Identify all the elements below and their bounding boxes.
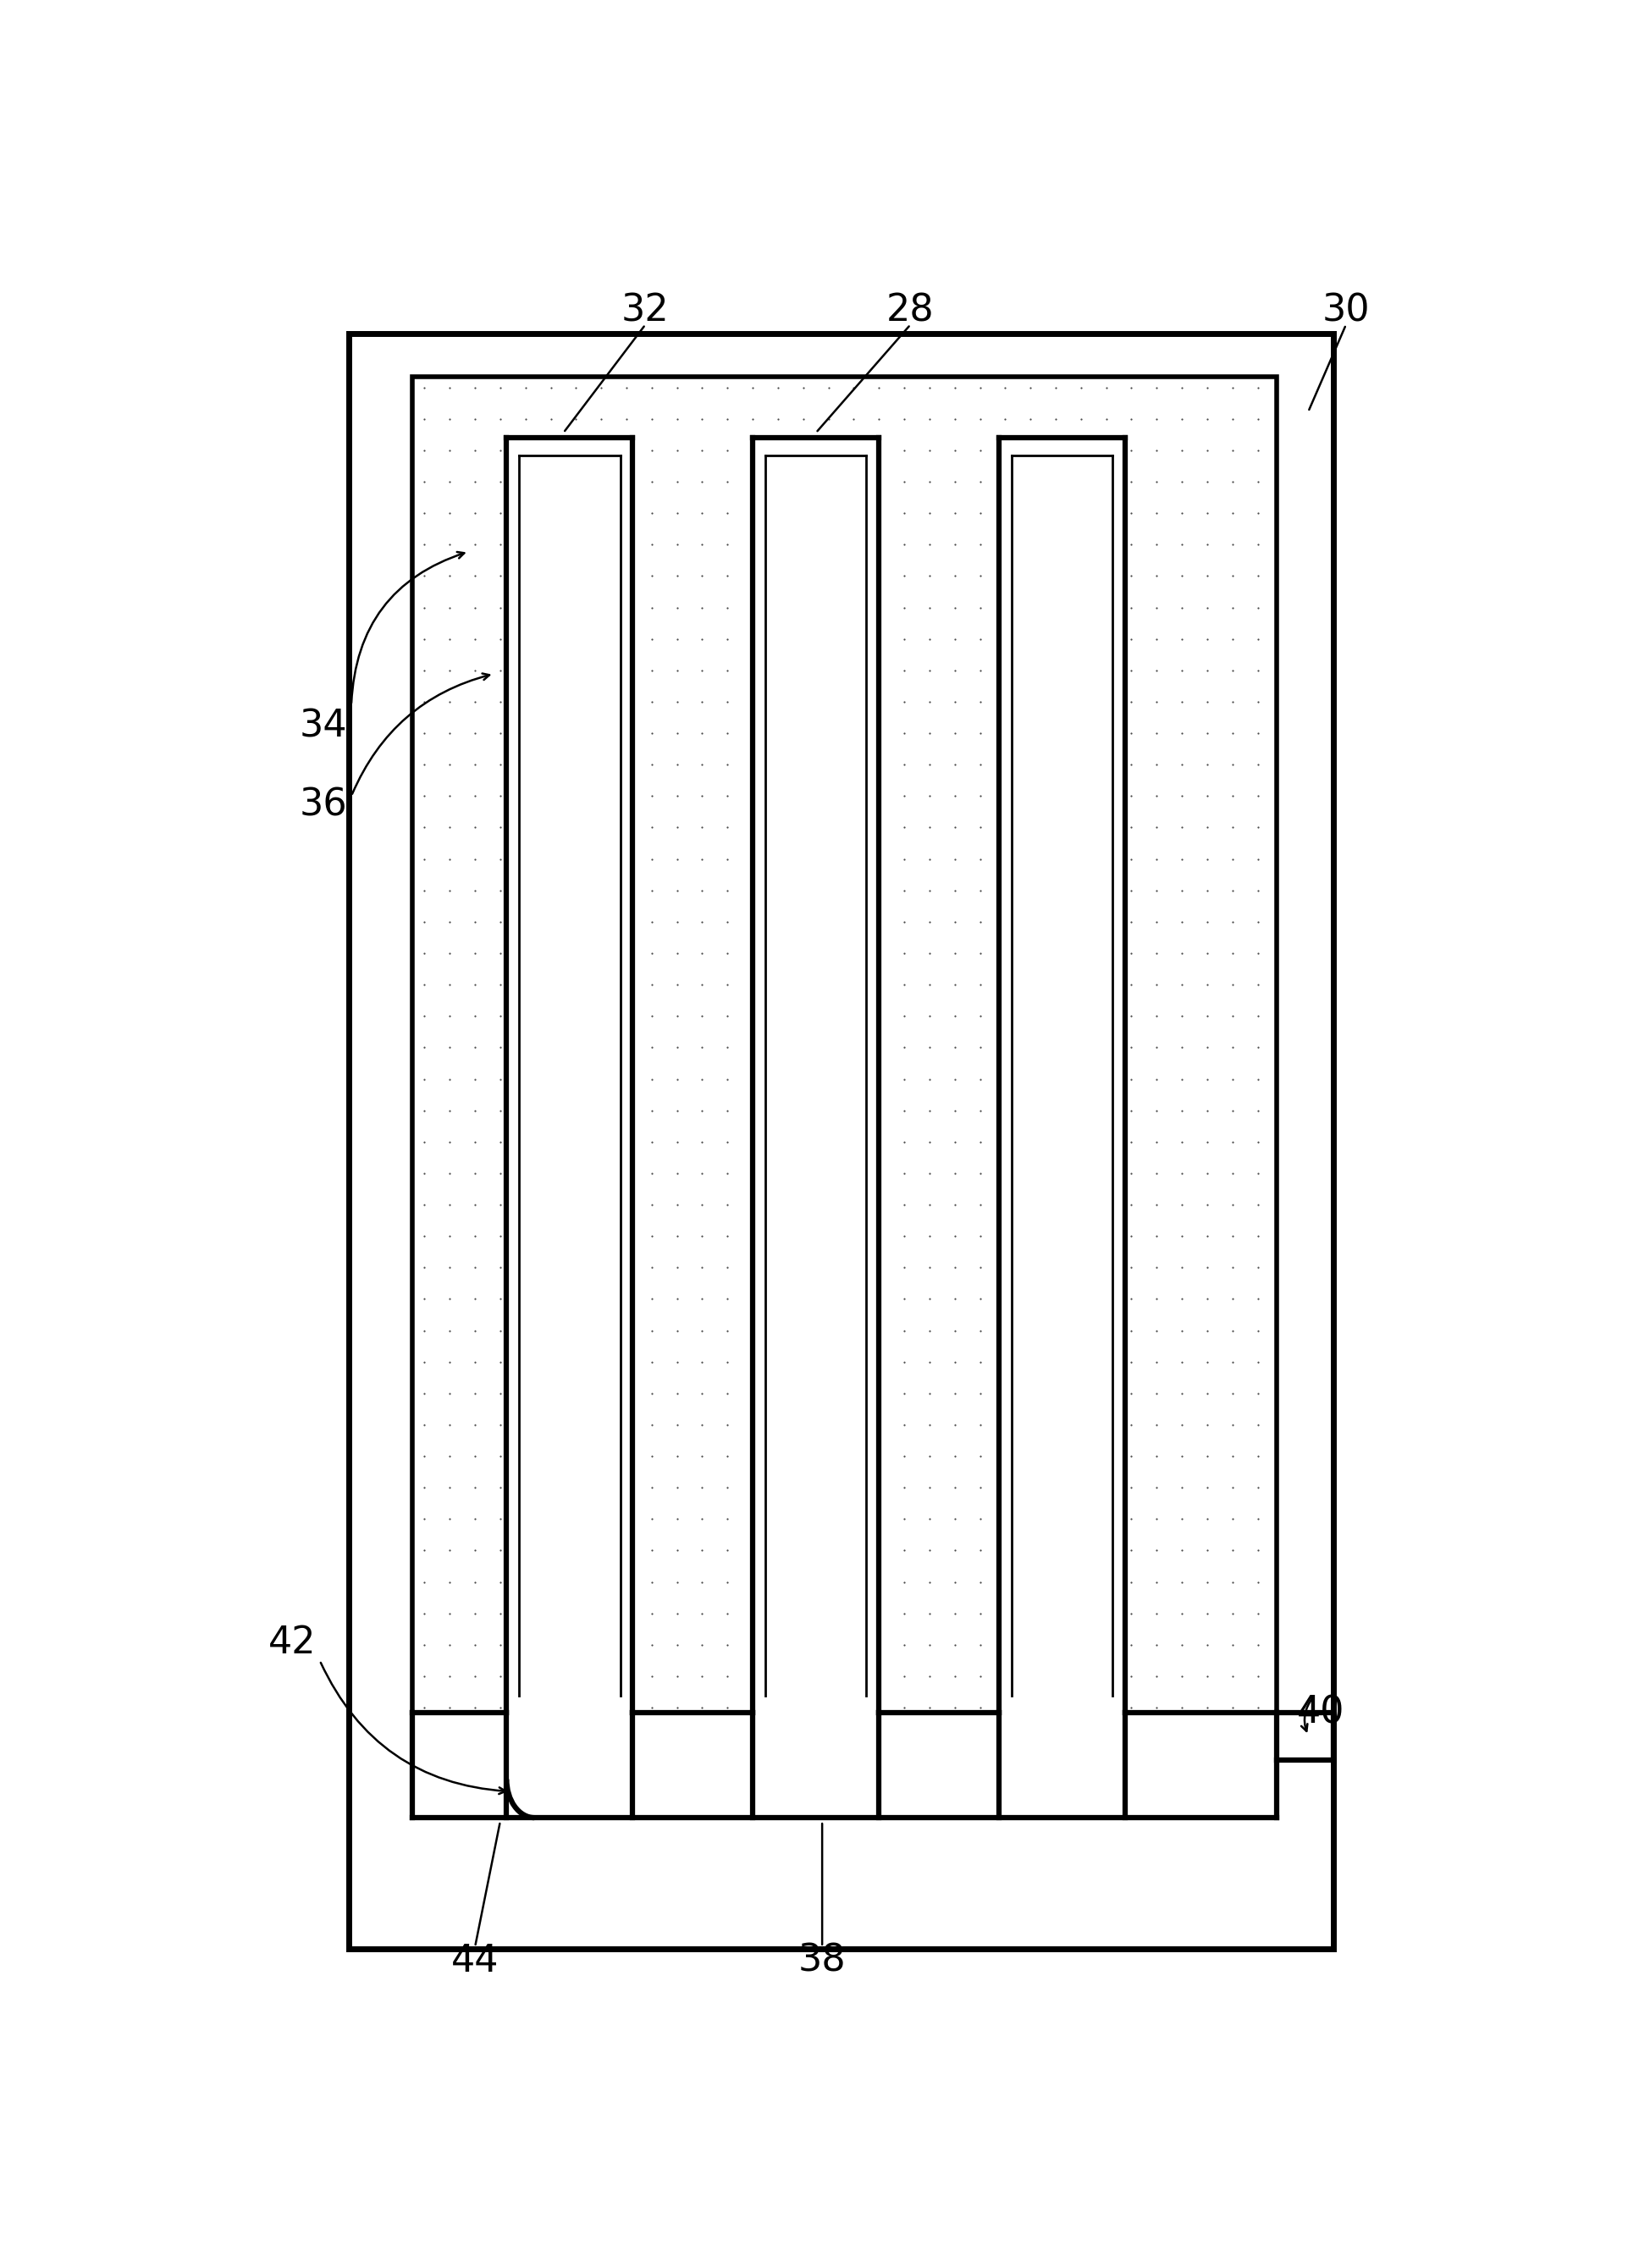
Text: 28: 28	[886, 293, 934, 329]
FancyArrowPatch shape	[321, 1662, 505, 1794]
Text: 42: 42	[269, 1624, 316, 1660]
Bar	[412, 1712, 1276, 1817]
FancyArrowPatch shape	[352, 674, 488, 794]
Text: 30: 30	[1322, 293, 1369, 329]
Bar	[412, 376, 1276, 1817]
Text: 44: 44	[451, 1944, 498, 1980]
FancyArrowPatch shape	[1301, 1696, 1312, 1730]
Text: 38: 38	[798, 1944, 845, 1980]
Bar	[506, 438, 632, 1712]
Bar	[348, 333, 1333, 1948]
Text: 40: 40	[1296, 1694, 1345, 1730]
Bar	[998, 438, 1125, 1712]
Bar	[412, 376, 1276, 1817]
FancyArrowPatch shape	[352, 551, 464, 703]
Text: 32: 32	[622, 293, 669, 329]
Text: 36: 36	[300, 787, 347, 823]
Text: 34: 34	[300, 708, 347, 744]
Bar	[752, 438, 879, 1712]
